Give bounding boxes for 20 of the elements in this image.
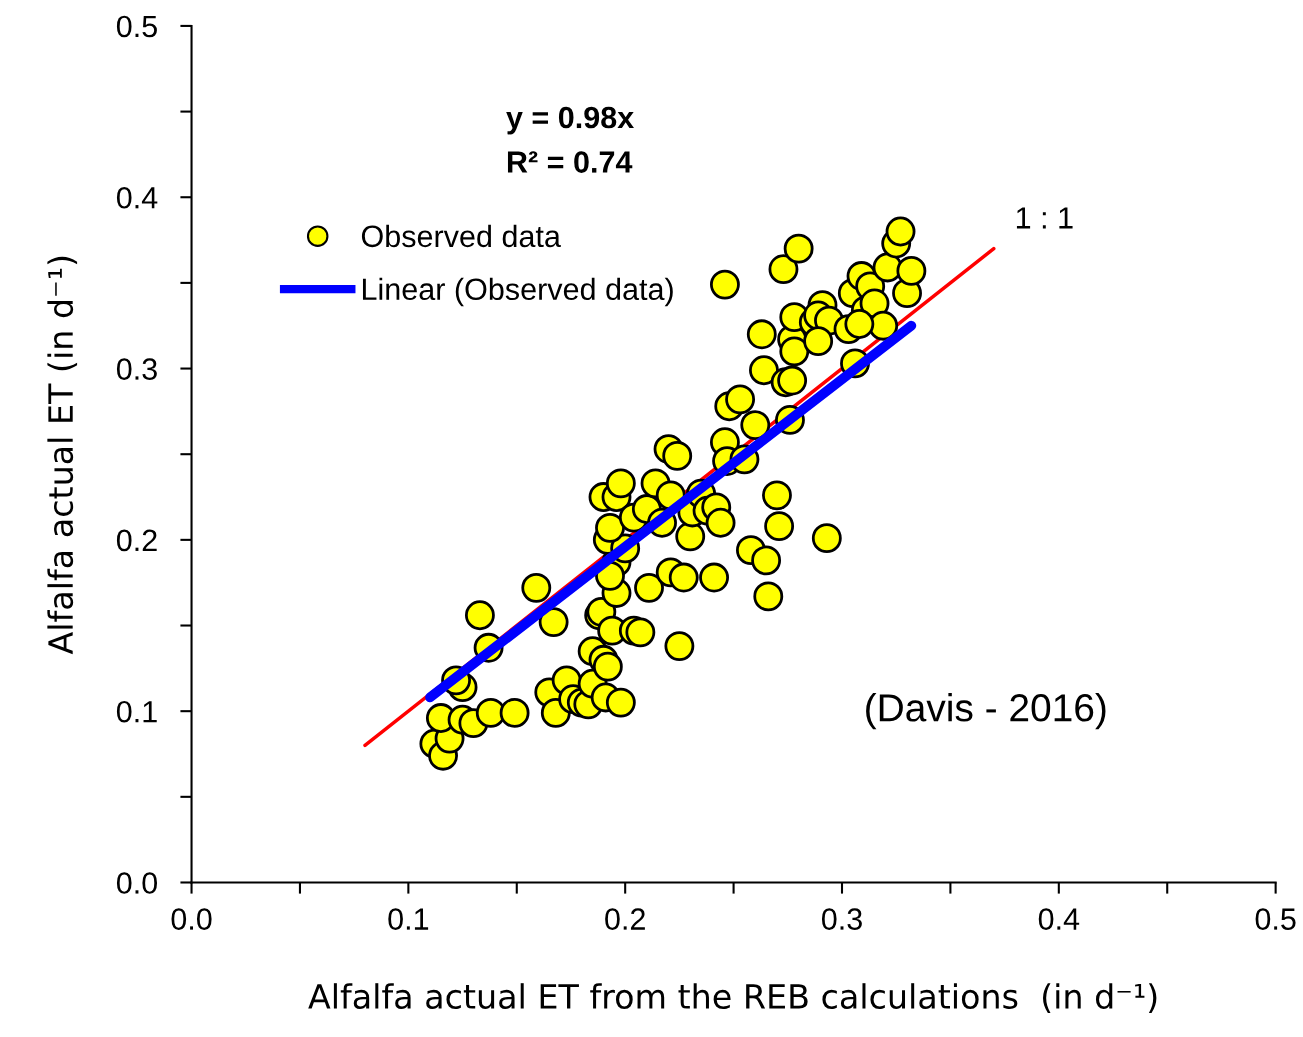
y-axis-title: Alfalfa actual ET (in d⁻¹) [47, 256, 78, 655]
x-axis-title: Alfalfa actual ET from the REB calculations (in d⁻¹) [308, 983, 1157, 1013]
y-tick-label: 0.1 [116, 700, 157, 723]
x-tick-label: 0.3 [821, 908, 862, 930]
y-tick-label: 0.3 [116, 358, 157, 380]
y-tick-label: 0.5 [116, 15, 157, 38]
legend-label: Observed data [361, 224, 561, 248]
legend-label: Linear (Observed data) [362, 277, 673, 307]
annotation: 1 : 1 [1016, 207, 1073, 229]
y-tick-label: 0.2 [116, 529, 157, 552]
x-tick-label: 0.4 [1038, 908, 1080, 930]
y-tick-label: 0.0 [116, 872, 158, 894]
x-tick-label: 0.0 [171, 908, 212, 930]
annotation: y = 0.98x [506, 106, 634, 135]
annotation: R² = 0.74 [507, 151, 633, 173]
annotation: (Davis - 2016) [866, 693, 1106, 730]
y-tick-label: 0.4 [116, 186, 158, 209]
x-tick-label: 0.5 [1255, 908, 1296, 930]
x-tick-label: 0.2 [605, 908, 645, 930]
x-tick-label: 0.1 [388, 908, 429, 930]
